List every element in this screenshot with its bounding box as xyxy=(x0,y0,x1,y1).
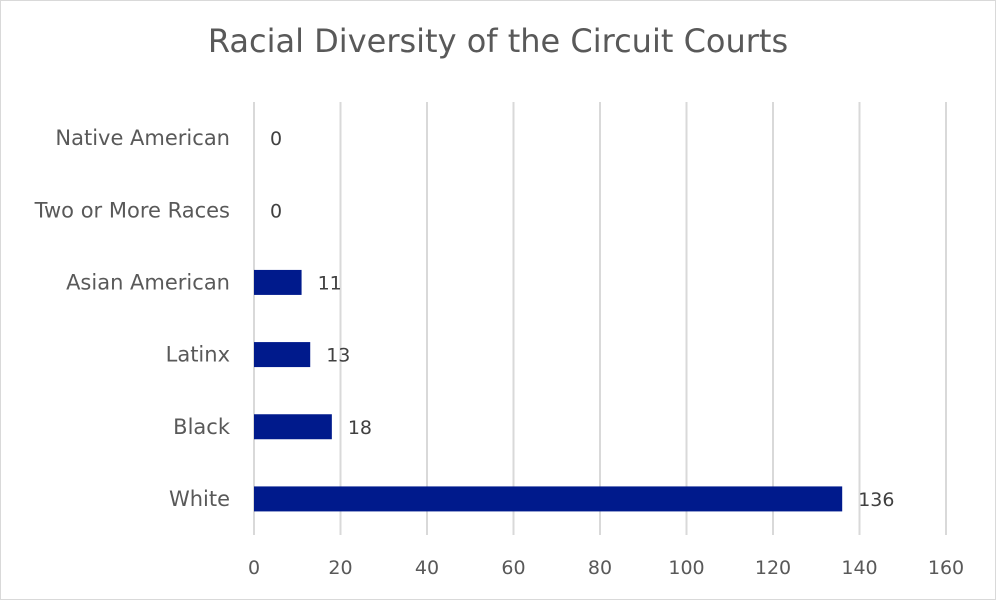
bars xyxy=(254,269,843,512)
x-tick-label: 160 xyxy=(928,557,964,579)
category-label: Asian American xyxy=(66,270,230,294)
category-label: Latinx xyxy=(166,343,230,367)
category-label: White xyxy=(169,487,230,511)
data-label: 0 xyxy=(270,128,282,150)
category-labels: Native American Two or More Races Asian Am… xyxy=(34,126,231,511)
gridlines xyxy=(253,102,947,535)
x-tick-label: 40 xyxy=(415,557,439,579)
category-label: Two or More Races xyxy=(34,198,230,222)
data-label: 18 xyxy=(348,417,372,439)
category-label: Black xyxy=(173,415,231,439)
bar xyxy=(254,342,311,368)
x-tick-label: 140 xyxy=(841,557,877,579)
x-tick-labels: 0 20 40 60 80 100 120 140 160 xyxy=(248,557,964,579)
bar xyxy=(254,486,843,512)
x-tick-label: 120 xyxy=(755,557,791,579)
data-label: 11 xyxy=(318,272,342,294)
x-tick-label: 0 xyxy=(248,557,260,579)
data-label: 136 xyxy=(858,489,894,511)
x-tick-label: 100 xyxy=(668,557,704,579)
x-tick-label: 60 xyxy=(501,557,525,579)
x-tick-label: 20 xyxy=(328,557,352,579)
bar xyxy=(254,414,332,440)
bar xyxy=(254,269,302,295)
x-tick-label: 80 xyxy=(588,557,612,579)
chart-title: Racial Diversity of the Circuit Courts xyxy=(207,22,789,60)
category-label: Native American xyxy=(55,126,230,150)
data-label: 0 xyxy=(270,200,282,222)
data-labels: 0 0 11 13 18 136 xyxy=(270,128,894,511)
data-label: 13 xyxy=(326,345,350,367)
